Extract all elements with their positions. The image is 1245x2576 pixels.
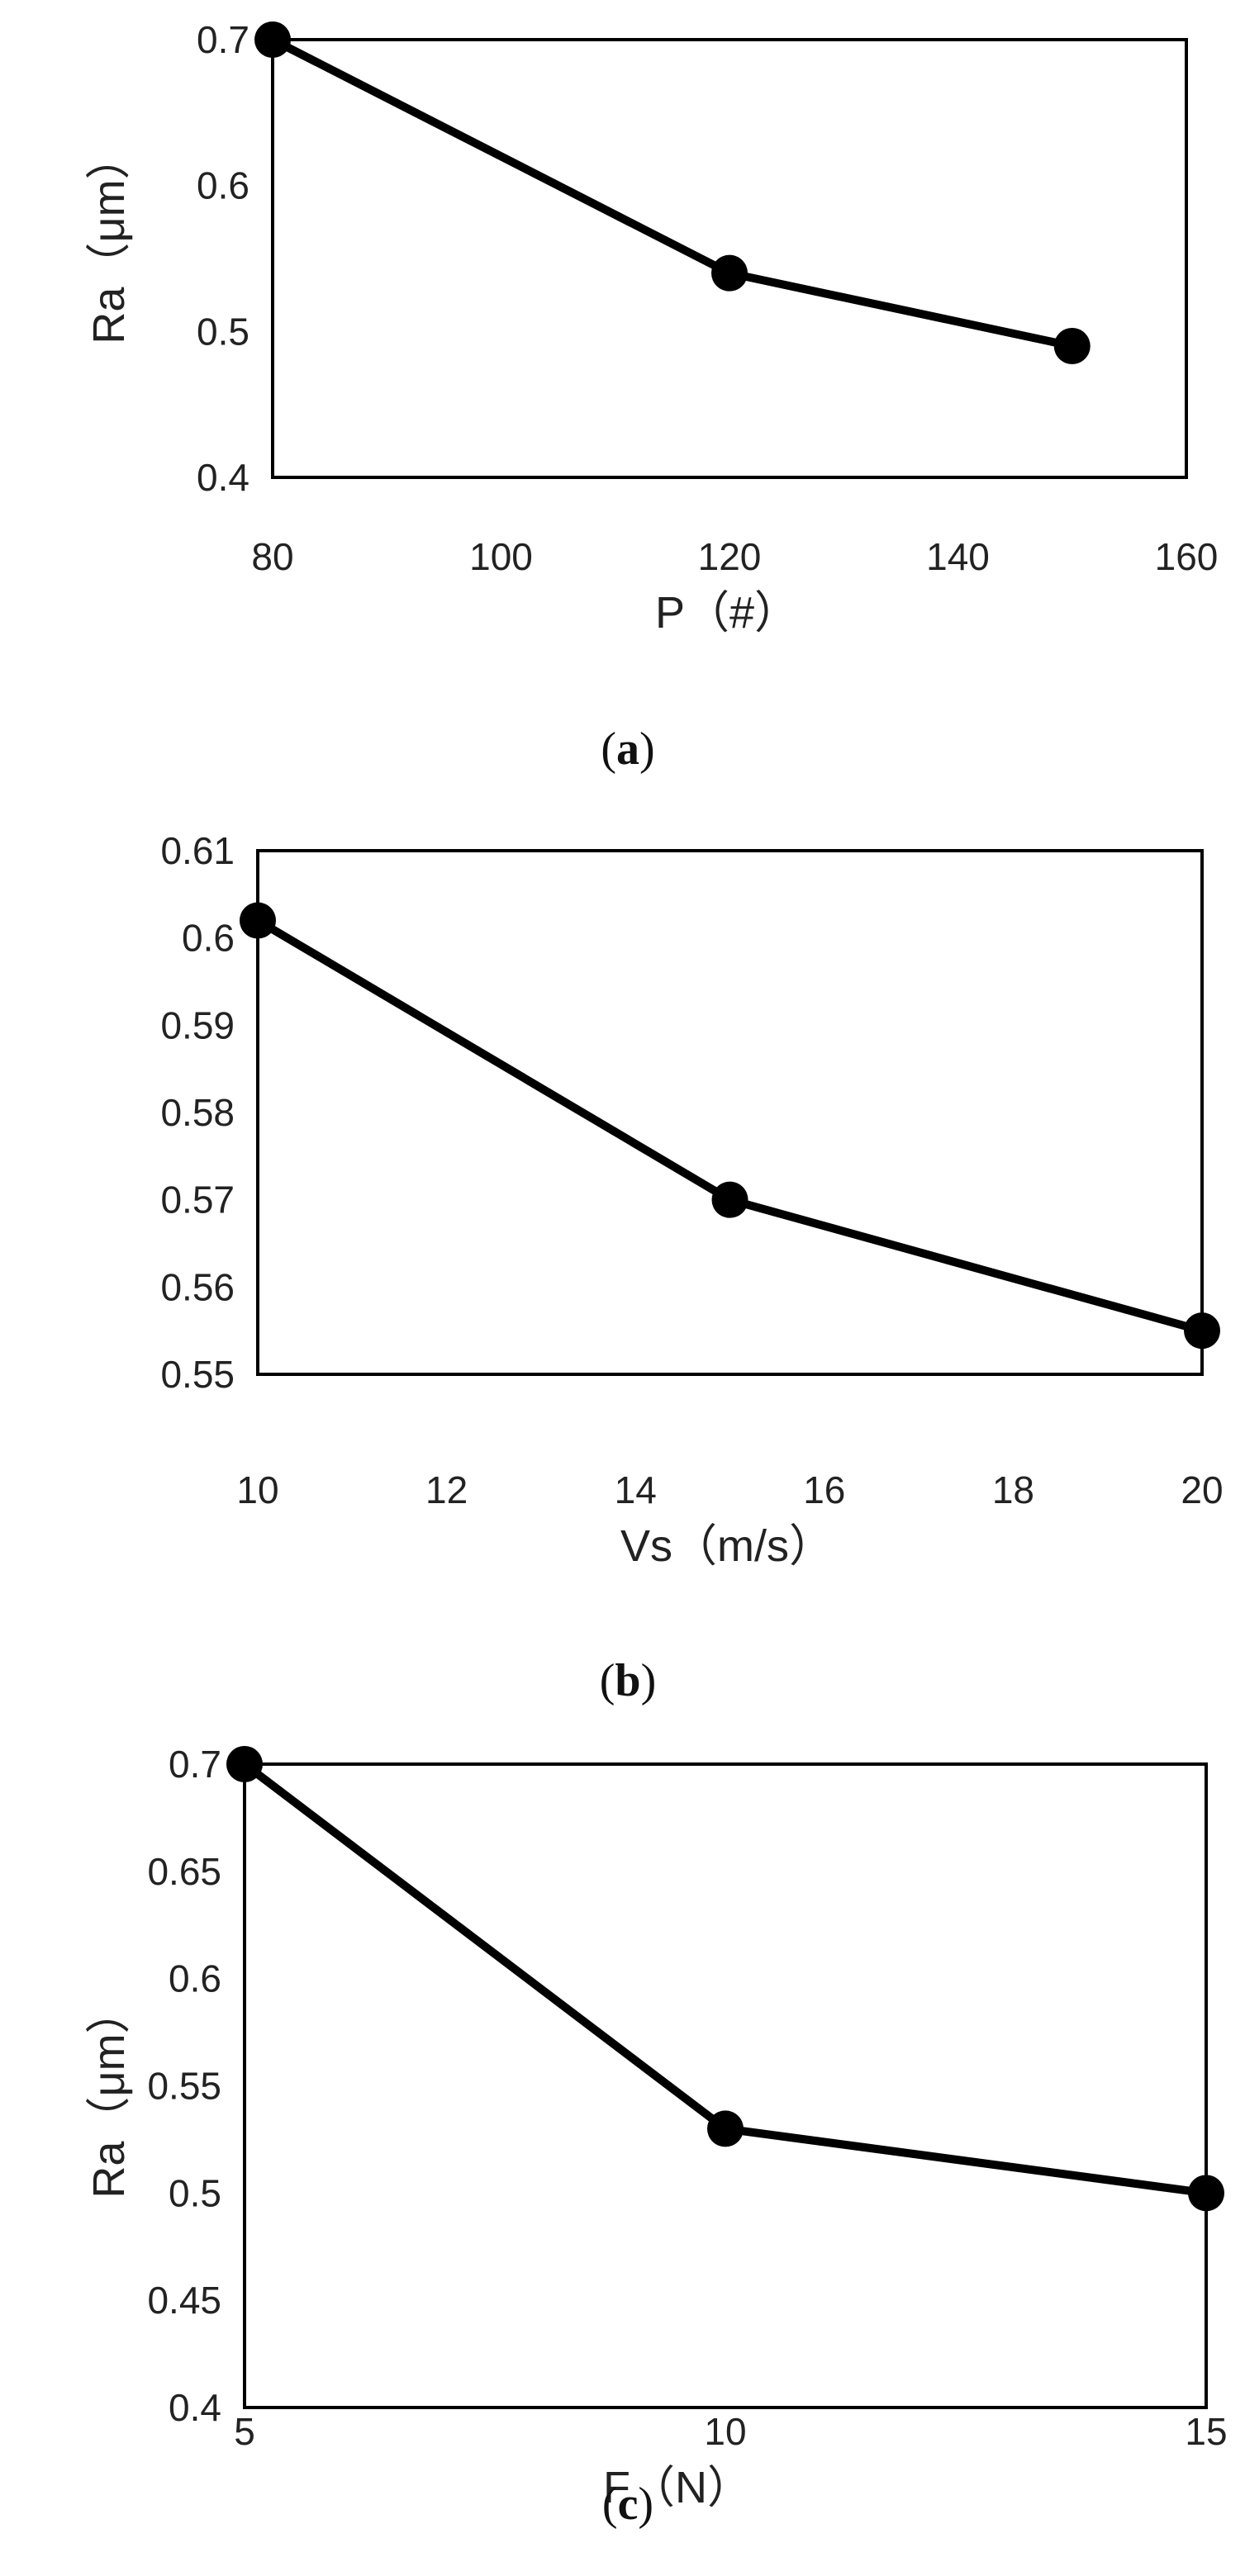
x-tick-label: 16: [803, 1468, 845, 1511]
x-tick-label: 15: [1185, 2410, 1227, 2453]
y-tick-label: 0.56: [160, 1265, 235, 1308]
y-tick-label: 0.5: [169, 2171, 221, 2214]
data-point: [240, 902, 276, 939]
x-tick-label: 14: [615, 1468, 657, 1511]
y-tick-label: 0.6: [169, 1957, 221, 2000]
y-tick-label: 0.4: [197, 456, 249, 499]
y-tick-label: 0.65: [147, 1850, 221, 1893]
caption-close-paren: ): [639, 723, 655, 775]
y-tick-label: 0.55: [147, 2065, 221, 2108]
x-tick-label: 120: [698, 535, 762, 578]
caption-letter: b: [615, 1655, 640, 1706]
data-point: [1184, 1312, 1220, 1350]
y-tick-label: 0.58: [160, 1091, 235, 1134]
y-tick-label: 0.45: [147, 2279, 221, 2322]
caption-open-paren: (: [602, 2479, 618, 2530]
data-point: [711, 1181, 748, 1218]
data-point: [1188, 2175, 1224, 2212]
plot-frame: [256, 849, 1204, 1376]
x-tick-label: 140: [926, 535, 990, 578]
x-tick-label: 80: [251, 535, 293, 578]
chart-panel-a: 0.4 0.5 0.6 0.7 80 100 120 140 160 P（#） Ra（μm） (a): [84, 18, 1218, 775]
x-tick-label: 18: [992, 1468, 1034, 1511]
x-tick-label: 10: [704, 2410, 746, 2453]
x-axis-label: F（N）: [603, 2463, 752, 2512]
plot-frame: [271, 38, 1188, 479]
y-axis-label: Ra（μm）: [84, 1989, 134, 2198]
series-line: [268, 36, 1076, 350]
caption-letter: a: [616, 723, 639, 775]
y-tick-label: 0.7: [169, 1743, 221, 1786]
data-point: [1053, 328, 1091, 364]
data-point: [707, 2110, 744, 2147]
caption-open-paren: (: [600, 1655, 615, 1706]
panel-caption: (c): [602, 2479, 653, 2530]
x-tick-label: 100: [469, 535, 533, 578]
x-axis-label: P（#）: [655, 588, 799, 638]
x-tick-label: 160: [1155, 535, 1219, 578]
y-axis-label: Ra（μm）: [84, 135, 134, 344]
caption-letter: c: [618, 2479, 639, 2530]
y-tick-label: 0.4: [169, 2386, 221, 2429]
x-tick-label: 12: [425, 1468, 468, 1511]
panel-caption: (a): [601, 723, 654, 775]
y-tick-label: 0.6: [197, 164, 249, 207]
y-tick-label: 0.59: [160, 1003, 235, 1046]
y-tick-label: 0.6: [182, 917, 235, 960]
caption-open-paren: (: [601, 723, 616, 775]
data-point: [226, 1746, 263, 1782]
y-tick-label: 0.7: [197, 18, 249, 61]
x-tick-label: 20: [1181, 1468, 1223, 1511]
data-point: [254, 21, 291, 58]
chart-panel-c: 0.4 0.45 0.5 0.55 0.6 0.65 0.7 5 10 15 F（N） Ra（μm） (…: [84, 1743, 1228, 2530]
y-tick-label: 0.57: [160, 1179, 235, 1222]
series-line: [254, 916, 1206, 1335]
y-tick-label: 0.5: [197, 310, 249, 353]
panel-caption: (b): [600, 1655, 656, 1706]
x-axis-label: Vs（m/s）: [620, 1521, 834, 1571]
data-point: [711, 254, 748, 292]
caption-close-paren: ): [638, 2479, 653, 2530]
x-tick-label: 5: [234, 2410, 255, 2453]
plot-frame: [243, 1762, 1208, 2409]
x-tick-label: 10: [236, 1468, 278, 1511]
chart-panel-b: 0.55 0.56 0.57 0.58 0.59 0.6 0.61 10 12 14 16 18 20 V…: [160, 829, 1223, 1706]
y-tick-label: 0.61: [160, 829, 235, 872]
caption-close-paren: ): [641, 1655, 657, 1706]
y-tick-label: 0.55: [160, 1353, 235, 1396]
